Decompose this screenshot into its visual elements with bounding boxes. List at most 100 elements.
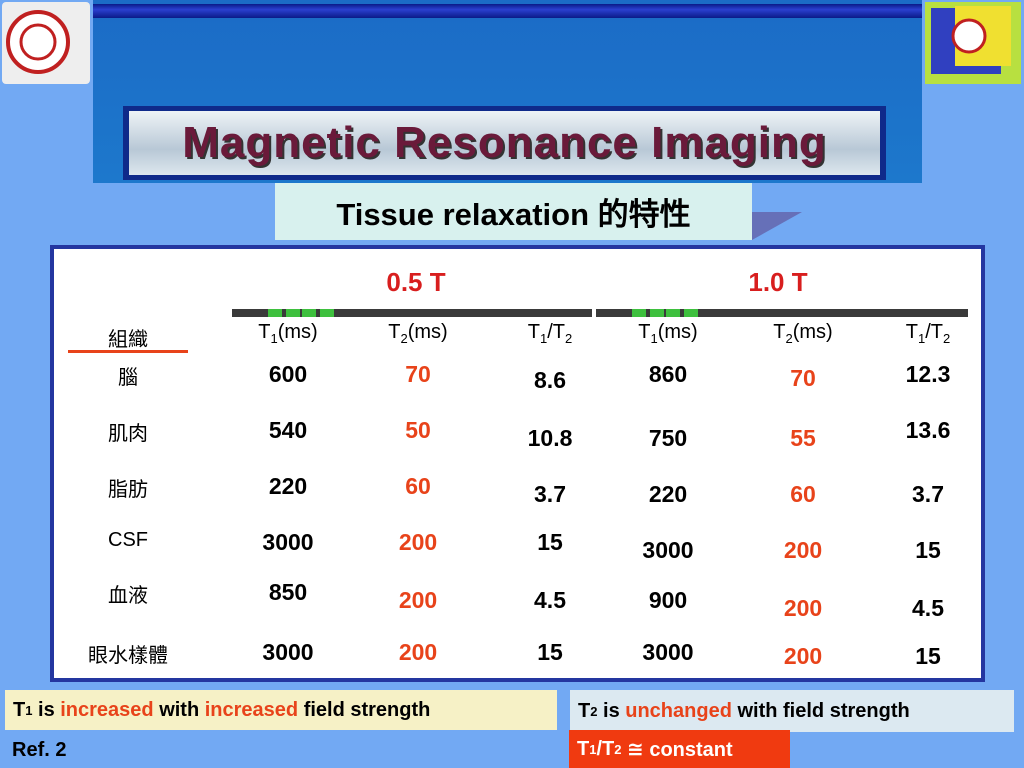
reference: Ref. 2 bbox=[12, 739, 67, 761]
left-logo bbox=[2, 2, 90, 84]
column-header-part: 1 bbox=[270, 331, 278, 346]
note-text: increased bbox=[60, 698, 154, 721]
note-text: with field strength bbox=[731, 699, 910, 722]
column-header-part: (ms) bbox=[277, 321, 318, 343]
table-cell: 3000 bbox=[642, 639, 694, 665]
table-cell: 70 bbox=[790, 365, 816, 391]
table-cell: 60 bbox=[405, 473, 431, 499]
table-cell: 4.5 bbox=[912, 595, 944, 621]
note-text: T bbox=[13, 698, 26, 721]
stripe-segment bbox=[320, 309, 334, 317]
title-box: Magnetic Resonance Imaging bbox=[129, 111, 880, 175]
stripe-segment bbox=[286, 309, 300, 317]
data-table: 0.5 T 1.0 T 組織 T1(ms) T2(ms) T1/T2 T1(ms) T2(ms… bbox=[50, 245, 985, 682]
table-cell: 15 bbox=[915, 643, 941, 669]
note-text: ≅ constant bbox=[621, 738, 733, 761]
table-cell: 3.7 bbox=[534, 481, 566, 507]
table-cell: 55 bbox=[790, 425, 816, 451]
table-cell: 10.8 bbox=[527, 425, 573, 451]
note-text: 2 bbox=[590, 703, 598, 719]
column-header-part: T bbox=[388, 321, 401, 343]
header-underline bbox=[68, 350, 188, 353]
tissue-header: 組織 bbox=[108, 329, 148, 351]
header-stripe bbox=[596, 309, 968, 317]
column-header-part: (ms) bbox=[407, 321, 448, 343]
column-header-part: 2 bbox=[400, 331, 408, 346]
table-cell: 200 bbox=[783, 537, 823, 563]
column-header-part: T bbox=[638, 321, 651, 343]
table-cell: 600 bbox=[268, 361, 308, 387]
tissue-name: 腦 bbox=[118, 367, 138, 389]
stripe-segment bbox=[650, 309, 664, 317]
column-header: T1(ms) bbox=[258, 321, 317, 346]
column-header-part: 1 bbox=[917, 331, 926, 346]
column-header-part: 1 bbox=[650, 331, 658, 346]
title: Magnetic Resonance Imaging bbox=[182, 118, 827, 167]
tissue-name: 肌肉 bbox=[108, 423, 148, 445]
column-header: T1(ms) bbox=[638, 321, 697, 346]
table-cell: 540 bbox=[268, 417, 308, 443]
column-header: T2(ms) bbox=[388, 321, 447, 346]
table-cell: 12.3 bbox=[905, 361, 951, 387]
column-header: T1/T2 bbox=[528, 321, 572, 346]
stripe-segment bbox=[684, 309, 698, 317]
table-cell: 3000 bbox=[642, 537, 694, 563]
header-stripe bbox=[232, 309, 592, 317]
column-header-part: /T bbox=[547, 321, 565, 343]
stripe-segment bbox=[268, 309, 282, 317]
table-cell: 750 bbox=[648, 425, 688, 451]
logo-emblem bbox=[6, 10, 70, 74]
tissue-name: CSF bbox=[108, 529, 148, 551]
tissue-name: 脂肪 bbox=[108, 479, 148, 501]
column-header-part: 1 bbox=[539, 331, 548, 346]
tissue-name: 眼水樣體 bbox=[88, 645, 168, 667]
table-cell: 200 bbox=[398, 587, 438, 613]
column-header-part: 2 bbox=[943, 331, 951, 346]
stripe-segment bbox=[302, 309, 316, 317]
note-text: T bbox=[578, 699, 591, 722]
table-cell: 3000 bbox=[262, 639, 314, 665]
note-text: is bbox=[597, 699, 626, 722]
note-text: 2 bbox=[614, 741, 622, 757]
table-cell: 900 bbox=[648, 587, 688, 613]
table-cell: 220 bbox=[648, 481, 688, 507]
table-cell: 200 bbox=[398, 529, 438, 555]
table-cell: 15 bbox=[537, 529, 563, 555]
column-header: T2(ms) bbox=[773, 321, 832, 346]
table-cell: 60 bbox=[790, 481, 816, 507]
field-label: 0.5 T bbox=[386, 267, 446, 297]
stripe-segment bbox=[632, 309, 646, 317]
column-header: T1/T2 bbox=[906, 321, 950, 346]
column-header-part: 2 bbox=[785, 331, 793, 346]
note-text: is bbox=[32, 698, 61, 721]
subtitle-shadow bbox=[752, 212, 802, 240]
field-label: 1.0 T bbox=[748, 267, 808, 297]
banner-line bbox=[93, 4, 922, 18]
logo-emblem bbox=[931, 6, 1011, 74]
note-text: field strength bbox=[298, 698, 431, 721]
table-cell: 200 bbox=[783, 595, 823, 621]
table-cell: 15 bbox=[537, 639, 563, 665]
column-header-part: T bbox=[527, 321, 540, 343]
column-header-part: /T bbox=[925, 321, 943, 343]
table-cell: 3000 bbox=[262, 529, 314, 555]
table-cell: 860 bbox=[648, 361, 688, 387]
subtitle: Tissue relaxation 的特性 bbox=[275, 183, 752, 240]
column-header-part: (ms) bbox=[657, 321, 698, 343]
note-text: with bbox=[153, 698, 205, 721]
column-header-part: 2 bbox=[565, 331, 573, 346]
column-header-part: T bbox=[905, 321, 918, 343]
table-cell: 200 bbox=[783, 643, 823, 669]
table-cell: 220 bbox=[268, 473, 308, 499]
column-header-part: T bbox=[258, 321, 271, 343]
column-header-part: T bbox=[773, 321, 786, 343]
table-cell: 15 bbox=[915, 537, 941, 563]
column-header-part: (ms) bbox=[792, 321, 833, 343]
table-cell: 200 bbox=[398, 639, 438, 665]
table-cell: 50 bbox=[405, 417, 431, 443]
note-text: /T bbox=[596, 737, 615, 760]
table-cell: 4.5 bbox=[534, 587, 566, 613]
note-text: 1 bbox=[25, 702, 33, 718]
table-cell: 3.7 bbox=[912, 481, 944, 507]
